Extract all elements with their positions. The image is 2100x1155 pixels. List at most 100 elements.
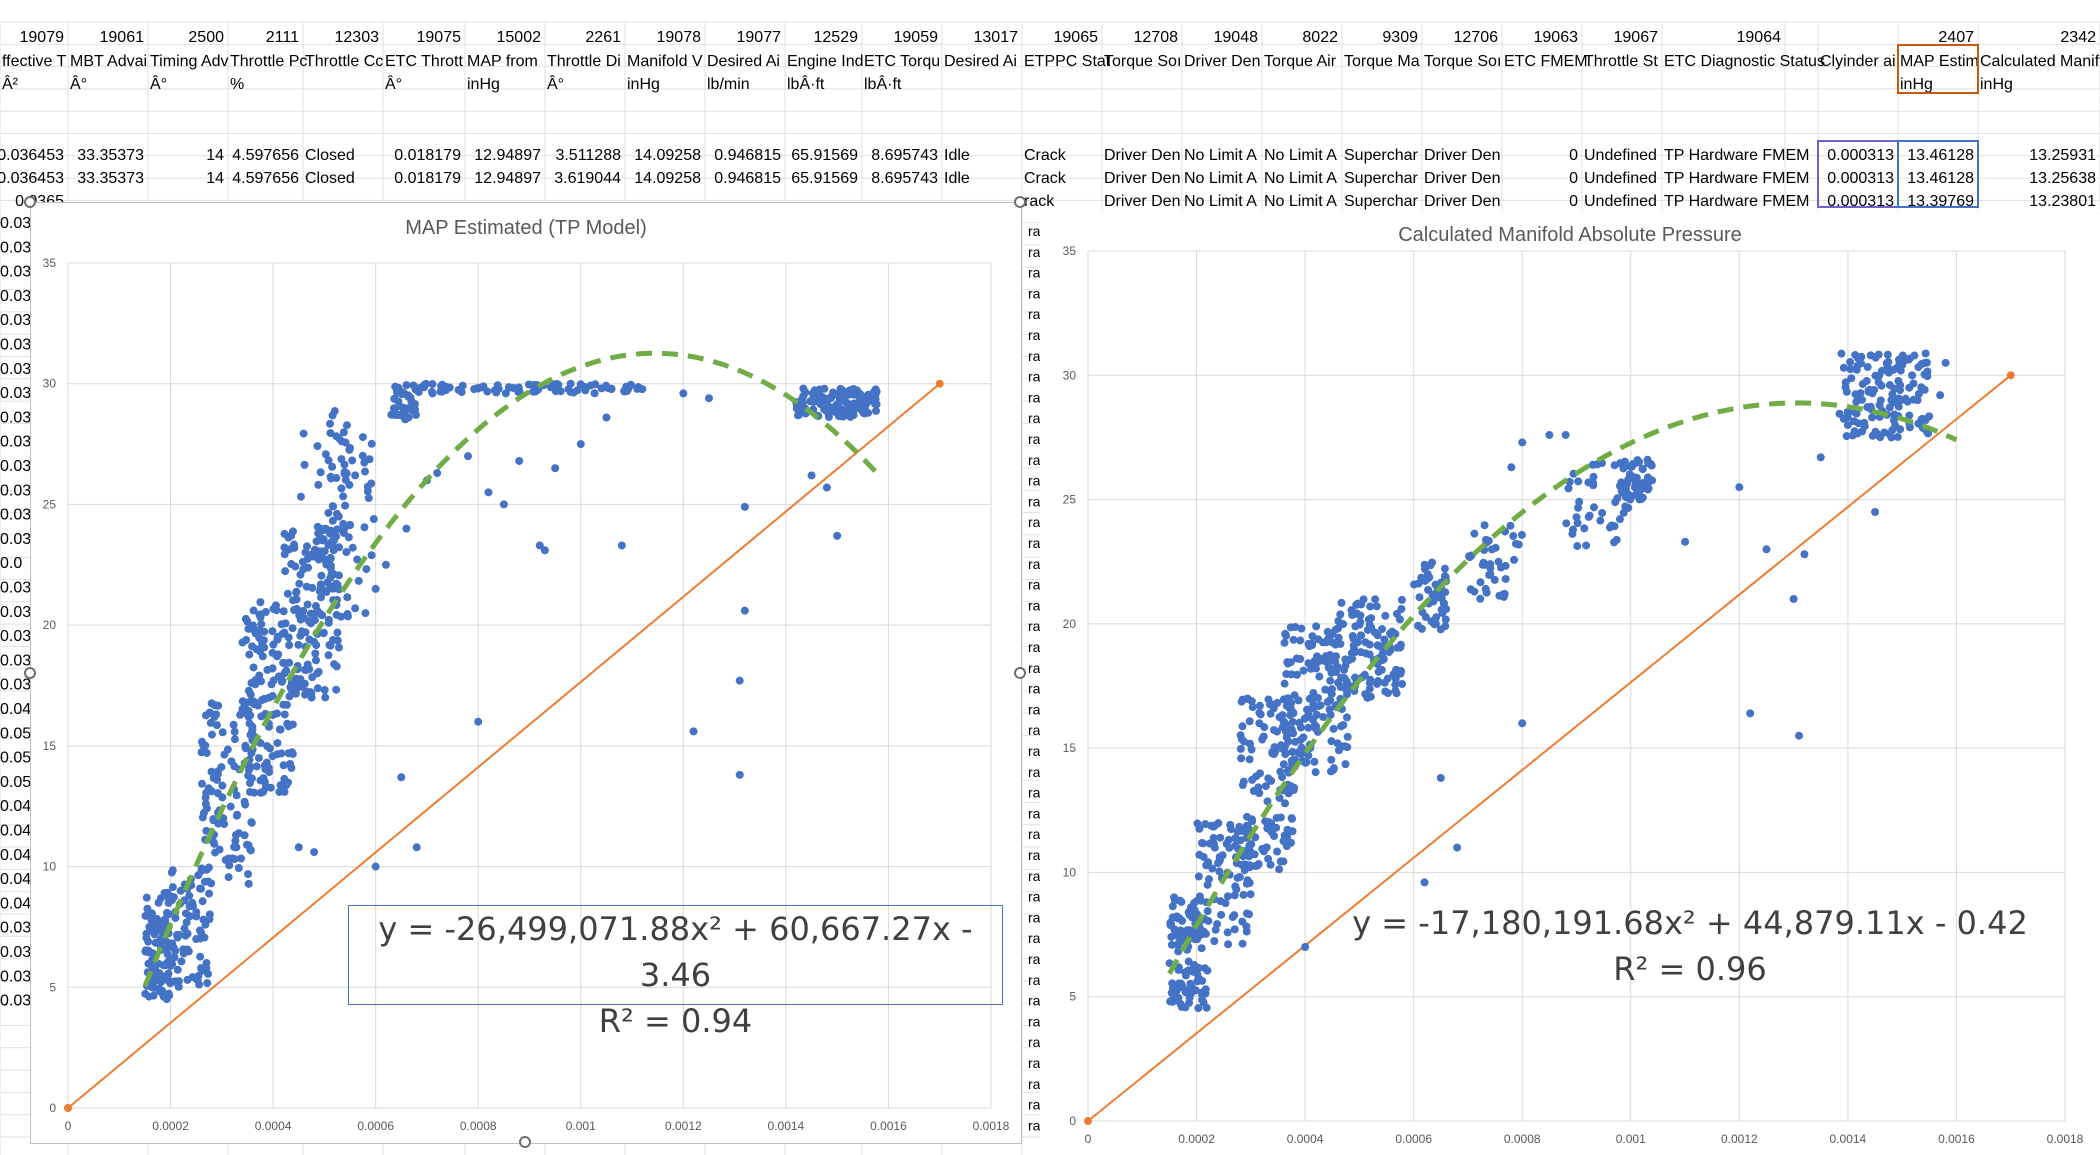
data-point [381,560,390,569]
unit-cell: inHg [627,76,660,93]
data-point [590,389,599,398]
data-point [281,567,290,576]
data-point [1216,833,1225,842]
data-point [1197,944,1206,953]
resize-handle-top-right[interactable] [1014,196,1026,208]
data-point [1279,717,1288,726]
data-point [171,946,180,955]
data-point [1424,585,1433,594]
data-point [1476,578,1485,587]
data-point [214,701,223,710]
data-point [213,789,222,798]
data-point [1389,670,1398,679]
data-point [1901,394,1910,403]
data-point [1800,550,1809,559]
data-point [1292,654,1301,663]
resize-handle-bottom[interactable] [519,1136,531,1148]
data-point [1290,691,1299,700]
data-point [1495,591,1504,600]
y-tick-label: 5 [1069,990,1076,1004]
data-point [281,659,290,668]
data-point [1213,920,1222,929]
data-point [1341,661,1350,670]
data-point [1238,781,1247,790]
data-point [306,609,315,618]
data-point [1842,432,1851,441]
data-cell: 3.619044 [554,170,621,187]
data-point [1506,521,1515,530]
data-point [334,643,343,652]
data-cell: 0.036453 [0,170,64,187]
data-point [1174,965,1183,974]
data-point [1910,351,1919,360]
data-point [1427,617,1436,626]
selected-header-orange [1897,44,1979,94]
data-point [1620,457,1629,466]
data-point [244,686,253,695]
data-point [358,433,367,442]
chart-map-estimated[interactable]: 0 0.0002 0.0004 0.0006 0.0008 0.001 0.0012 0.00… [30,202,1022,1144]
data-point [1441,615,1450,624]
data-point [181,931,190,940]
resize-handle-right[interactable] [1014,667,1026,679]
data-point [141,946,150,955]
data-point [276,725,285,734]
data-point [1631,490,1640,499]
chart-calculated-map[interactable]: 0 0.0002 0.0004 0.0006 0.0008 0.001 0.0012 0.00… [1040,210,2100,1155]
data-point [391,382,400,391]
data-point [171,913,180,922]
data-point [229,720,238,729]
data-cell: 0.000313 [1827,170,1894,187]
data-point [358,451,367,460]
data-point [1856,395,1865,404]
header-name-cell: Torque Ma [1344,53,1420,70]
data-point [1441,622,1450,631]
data-point [474,717,483,726]
trendline-equation-label[interactable]: y = -26,499,071.88x² + 60,667.27x - 3.46… [348,905,1003,1040]
data-point [281,619,290,628]
data-point [1231,882,1240,891]
x-tick-label: 0.0004 [1287,1132,1324,1146]
data-point [218,728,227,737]
data-point [1366,692,1375,701]
data-point [1486,570,1495,579]
data-point [1480,521,1489,530]
data-point [199,809,208,818]
reference-point [1084,1117,1092,1125]
data-point [1420,878,1429,887]
data-point [576,440,585,449]
header-name-cell: Timing Adv [150,53,229,70]
data-cell: 0.036453 [0,147,64,164]
data-point [1589,503,1598,512]
data-point [1238,917,1247,926]
data-point [1352,609,1361,618]
data-point [193,976,202,985]
data-cell: TP Hardware FMEM [1664,147,1810,164]
data-point [280,543,289,552]
data-point [348,456,357,465]
header-name-cell: Torque Soı [1424,53,1501,70]
y-tick-label: 20 [43,618,57,632]
data-cell: 8.695743 [871,147,938,164]
data-point [617,541,626,550]
y-tick-label: 0 [1069,1114,1076,1128]
data-point [362,565,371,574]
data-point [1321,657,1330,666]
data-point [1284,737,1293,746]
data-point [1230,891,1239,900]
resize-handle-left[interactable] [24,667,36,679]
r-squared-text: R² = 0.94 [598,1002,753,1040]
left-column-fragment: 0.03 [0,288,31,305]
data-point [188,902,197,911]
data-point [299,429,308,438]
data-point [311,656,320,665]
data-point [207,730,216,739]
y-tick-label: 30 [43,377,57,391]
resize-handle-top-left[interactable] [24,196,36,208]
data-point [148,983,157,992]
data-point [1198,988,1207,997]
data-point [1839,363,1848,372]
data-point [1941,358,1950,367]
data-point [1236,836,1245,845]
data-point [238,638,247,647]
